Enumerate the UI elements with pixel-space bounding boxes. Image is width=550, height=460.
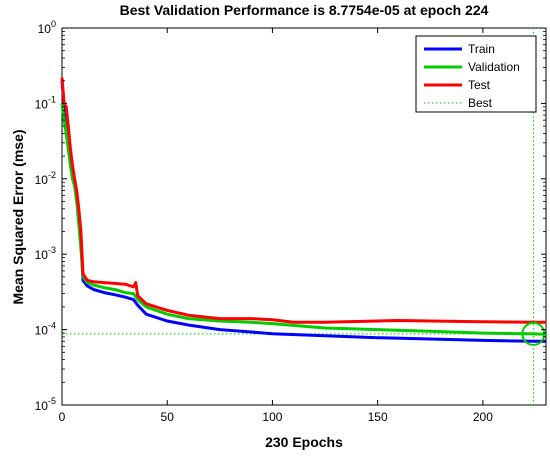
chart-title: Best Validation Performance is 8.7754e-0… xyxy=(119,2,489,18)
y-tick-label: 100 xyxy=(38,19,56,36)
legend-label-test: Test xyxy=(468,78,491,92)
x-tick-label: 0 xyxy=(59,410,66,424)
x-tick-label: 150 xyxy=(368,410,388,424)
x-tick-label: 200 xyxy=(473,410,493,424)
y-tick-label: 10-1 xyxy=(35,94,56,111)
axes: 0 50 100 150 200 100 10-1 10-2 10-3 10-4 10-5 xyxy=(35,19,546,424)
x-tick-label: 100 xyxy=(262,410,282,424)
best-markers xyxy=(62,28,546,405)
x-tick-label: 50 xyxy=(161,410,175,424)
y-tick-label: 10-4 xyxy=(35,321,56,338)
y-tick-label: 10-5 xyxy=(35,396,56,413)
legend-label-train: Train xyxy=(468,42,495,56)
x-axis-label: 230 Epochs xyxy=(265,434,343,450)
series-lines xyxy=(60,77,547,346)
best-epoch-marker xyxy=(521,321,546,346)
y-tick-label: 10-3 xyxy=(35,245,56,262)
legend-label-best: Best xyxy=(468,96,493,110)
legend-label-validation: Validation xyxy=(468,60,520,74)
series-line-validation xyxy=(60,103,547,336)
legend: Train Validation Test Best xyxy=(415,35,537,113)
series-line-test xyxy=(60,77,546,324)
y-tick-label: 10-2 xyxy=(35,170,56,187)
